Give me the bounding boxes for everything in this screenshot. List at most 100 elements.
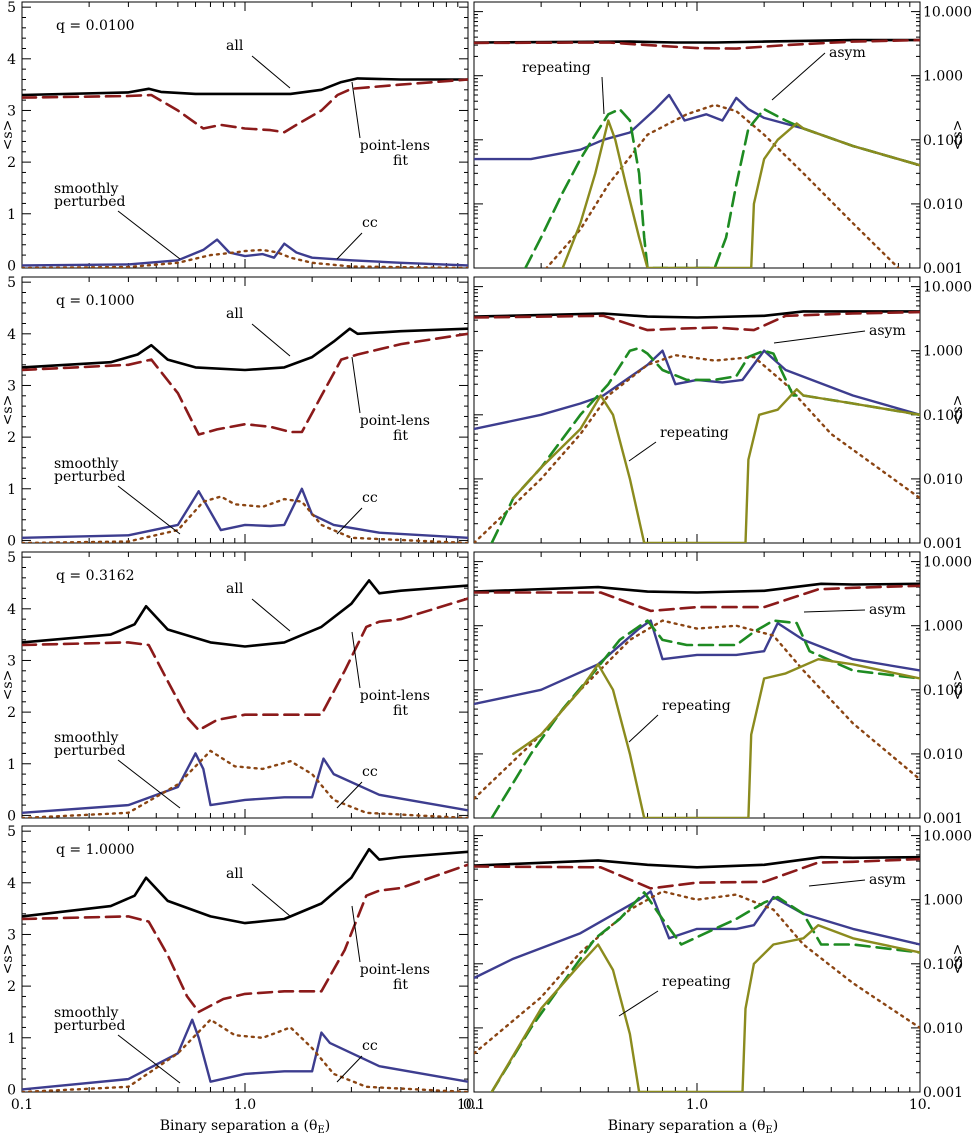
series-all — [474, 582, 920, 594]
leader-line — [251, 883, 291, 917]
plot-frame — [21, 1, 469, 269]
leader-line — [336, 232, 363, 260]
x-tick-label: 0.1 — [11, 1097, 33, 1113]
series-repeating — [561, 119, 920, 268]
x-axis-label-right: Binary separation a (θE) — [608, 1118, 778, 1136]
label-perturbed: perturbed — [54, 194, 126, 210]
y-axis-label: <s> — [950, 670, 966, 701]
y-tick-label: 0 — [7, 258, 16, 274]
x-tick-label: 0.1 — [463, 1097, 485, 1113]
y-axis-label: <s> — [0, 944, 16, 975]
series-all — [474, 855, 920, 869]
y-axis-label: <s> — [0, 670, 16, 701]
leader-line — [336, 781, 363, 809]
q-label: q = 0.1000 — [56, 293, 135, 309]
y-tick-label: 2 — [7, 705, 16, 721]
label-point-lens: point-lens — [360, 413, 430, 429]
series-smoothly-perturbed — [22, 238, 468, 267]
panel-right-1: 0.001 0.010 0.100 1.000 10.000 <s> repeating as… — [473, 1, 972, 277]
y-tick-label: 0.001 — [923, 536, 963, 552]
y-tick-label: 5 — [7, 550, 16, 566]
label-perturbed: perturbed — [54, 469, 126, 485]
label-fit: fit — [393, 428, 408, 444]
leader-line — [601, 76, 605, 115]
leader-line — [251, 323, 291, 357]
series-group — [22, 847, 468, 1092]
y-tick-label: 3 — [7, 378, 16, 394]
label-repeating: repeating — [662, 698, 731, 714]
y-tick-label: 0 — [7, 808, 16, 824]
leader-line — [117, 210, 181, 260]
series-all — [474, 310, 920, 319]
y-tick-label: 1.000 — [923, 619, 963, 635]
y-tick-label: 2 — [7, 155, 16, 171]
y-axis-label: <s> — [950, 944, 966, 975]
series-cc — [22, 248, 468, 268]
x-tick-label: 1.0 — [234, 1097, 256, 1113]
y-tick-label: 4 — [7, 327, 16, 343]
series-point-lens-fit — [22, 597, 468, 732]
series-point-lens-fit — [474, 38, 920, 50]
series-smoothly-perturbed — [474, 93, 920, 167]
label-all: all — [226, 38, 244, 54]
leader-line — [771, 52, 826, 101]
y-axis-label: <s> — [950, 120, 966, 151]
leader-line — [773, 330, 866, 344]
y-tick-label: 0 — [7, 533, 16, 549]
label-cc: cc — [362, 764, 378, 780]
label-fit: fit — [393, 977, 408, 993]
series-repeating — [512, 658, 920, 818]
leader-line — [351, 81, 361, 139]
label-point-lens: point-lens — [360, 688, 430, 704]
y-tick-label: 5 — [7, 824, 16, 840]
label-point-lens: point-lens — [360, 962, 430, 978]
label-all: all — [226, 306, 244, 322]
y-tick-label: 1 — [7, 1031, 16, 1047]
y-tick-label: 2 — [7, 430, 16, 446]
plot-frame — [21, 276, 469, 544]
label-perturbed: perturbed — [54, 743, 126, 759]
leader-line — [628, 714, 659, 743]
y-tick-label: 4 — [7, 876, 16, 892]
y-tick-label: 0.010 — [923, 197, 963, 213]
series-asym — [524, 107, 920, 268]
leader-line — [618, 990, 659, 1017]
label-smoothly: smoothly — [54, 456, 118, 472]
label-smoothly: smoothly — [54, 1005, 118, 1021]
series-cc — [22, 1018, 468, 1092]
leader-line — [351, 631, 361, 689]
label-repeating: repeating — [660, 425, 729, 441]
q-label: q = 1.0000 — [56, 842, 135, 858]
leader-line — [803, 609, 866, 613]
leader-line — [251, 55, 291, 89]
y-tick-label: 3 — [7, 927, 16, 943]
y-tick-label: 5 — [7, 275, 16, 291]
label-repeating: repeating — [662, 974, 731, 990]
label-asym: asym — [829, 45, 866, 61]
series-all — [22, 327, 468, 372]
series-smoothly-perturbed — [22, 1018, 468, 1091]
label-point-lens: point-lens — [360, 138, 430, 154]
label-smoothly: smoothly — [54, 181, 118, 197]
series-group — [474, 855, 920, 1092]
q-label: q = 0.0100 — [56, 18, 135, 34]
y-tick-label: 3 — [7, 653, 16, 669]
series-repeating — [512, 388, 920, 543]
leader-line — [117, 485, 181, 535]
y-tick-label: 1 — [7, 207, 16, 223]
y-tick-label: 0.100 — [923, 957, 963, 973]
series-point-lens-fit — [474, 584, 920, 613]
series-all — [474, 38, 920, 44]
y-tick-label: 0.010 — [923, 747, 963, 763]
panel-right-2: 0.001 0.010 0.100 1.000 10.000 <s> repeating as… — [473, 276, 972, 552]
label-repeating: repeating — [522, 60, 591, 76]
series-group — [474, 310, 920, 543]
leader-line — [117, 759, 181, 809]
x-axis-label-left: Binary separation a (θE) — [160, 1118, 330, 1136]
label-fit: fit — [393, 153, 408, 169]
series-cc — [22, 495, 468, 543]
series-all — [22, 579, 468, 648]
series-all — [22, 77, 468, 97]
